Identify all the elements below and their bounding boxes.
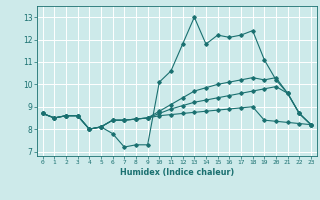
X-axis label: Humidex (Indice chaleur): Humidex (Indice chaleur) bbox=[120, 168, 234, 177]
